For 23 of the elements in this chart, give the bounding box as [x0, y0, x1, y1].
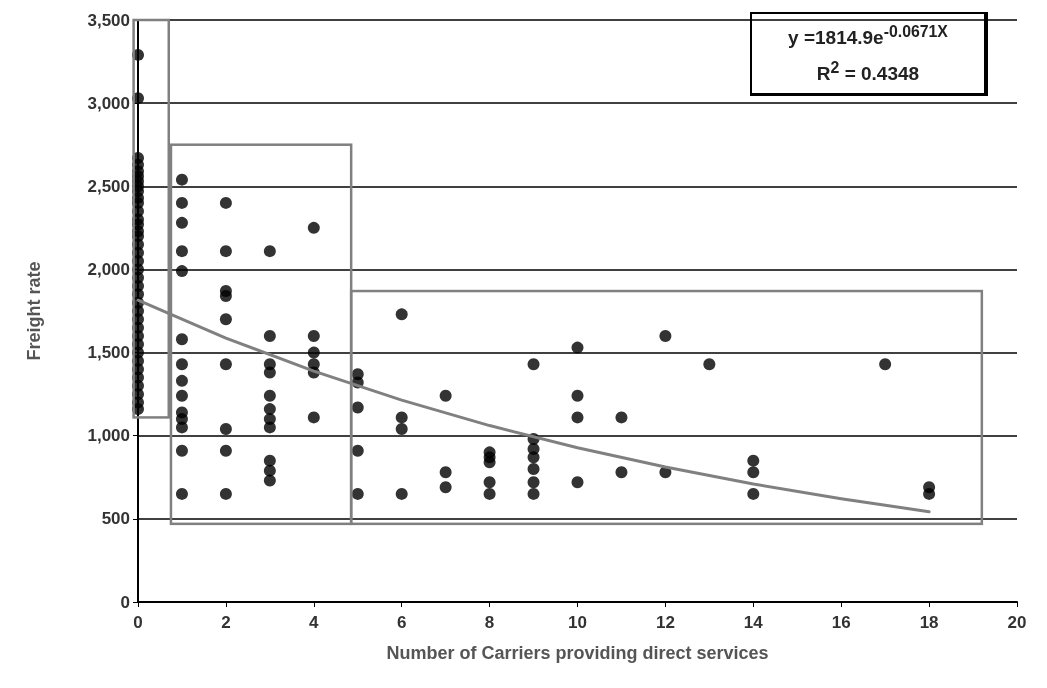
x-tick-label: 2: [221, 613, 231, 632]
y-tick-label: 0: [120, 592, 130, 612]
y-tick-label: 3,500: [87, 10, 130, 30]
x-tick-label: 8: [484, 613, 495, 632]
y-tick-label: 2,000: [87, 259, 130, 279]
x-tick-label: 14: [743, 613, 764, 632]
y-tick-label: 1,500: [87, 343, 130, 363]
x-tick-label: 18: [919, 613, 939, 632]
x-tick-label: 12: [655, 613, 675, 632]
y-axis-title: Freight rate: [24, 261, 44, 361]
y-tick-label: 500: [101, 509, 130, 529]
x-tick-label: 4: [309, 613, 320, 632]
x-tick-label: 10: [568, 613, 587, 632]
x-tick-label: 16: [831, 613, 851, 632]
y-tick-label: 2,500: [87, 176, 130, 196]
y-tick-label: 1,000: [87, 426, 130, 446]
x-tick-label: 0: [133, 613, 143, 632]
x-tick-label: 6: [396, 613, 407, 632]
annotation: y =1814.9e$^{-0.0671X}$: [787, 22, 949, 51]
annotation: R$^{2}$ = 0.4348: [815, 58, 921, 87]
x-axis-title: Number of Carriers providing direct services: [386, 643, 769, 663]
x-tick-label: 20: [1007, 613, 1027, 632]
y-tick-label: 3,000: [87, 93, 130, 113]
